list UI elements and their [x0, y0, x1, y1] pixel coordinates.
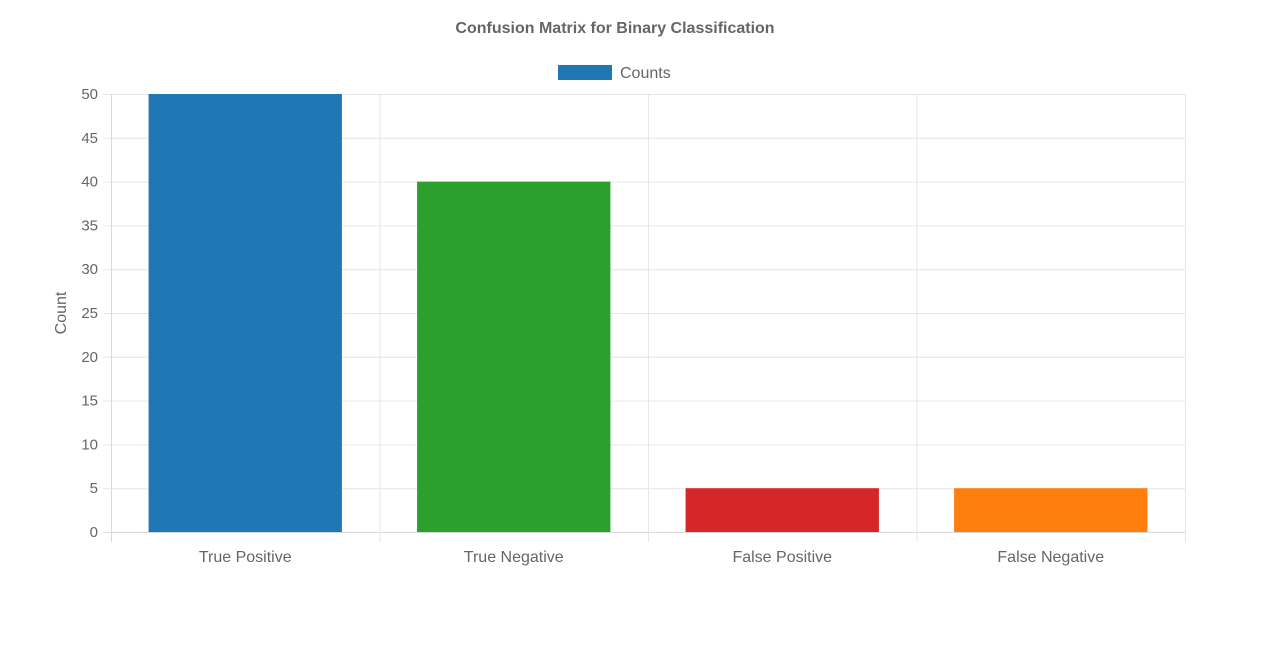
y-tick-label: 35 [81, 217, 98, 234]
y-tick-label: 5 [90, 480, 98, 497]
legend-swatch [558, 65, 612, 80]
x-tick-label: False Negative [997, 549, 1104, 566]
y-tick-label: 40 [81, 174, 98, 191]
bar-false-positive[interactable] [685, 488, 879, 532]
y-tick-label: 0 [90, 524, 98, 541]
y-tick-label: 50 [81, 86, 98, 103]
bar-false-negative[interactable] [954, 488, 1148, 532]
axis-layer: 0 5 10 15 20 25 30 35 40 45 50 True Positive True Ne… [81, 86, 1104, 566]
y-tick-label: 20 [81, 349, 98, 366]
y-tick-label: 25 [81, 305, 98, 322]
y-tick-label: 10 [81, 436, 98, 453]
x-tick-label: True Positive [199, 549, 292, 566]
y-axis-label: Count [53, 291, 70, 334]
legend-label: Counts [620, 65, 671, 82]
bar-true-positive[interactable] [148, 94, 342, 532]
bars-layer [148, 94, 1148, 532]
y-tick-label: 30 [81, 261, 98, 278]
x-tick-label: True Negative [464, 549, 564, 566]
x-tick-label: False Positive [732, 549, 832, 566]
chart-title: Confusion Matrix for Binary Classificati… [455, 20, 774, 37]
y-tick-label: 15 [81, 393, 98, 410]
legend[interactable]: Counts [558, 65, 671, 82]
y-tick-label: 45 [81, 130, 98, 147]
bar-true-negative[interactable] [417, 181, 611, 532]
